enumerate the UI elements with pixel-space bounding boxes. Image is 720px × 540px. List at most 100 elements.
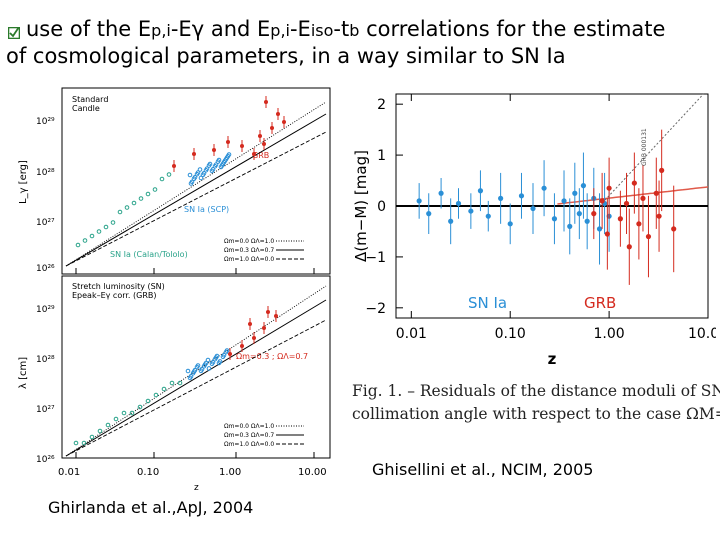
left-sn-calan-point [153,392,159,398]
sn-point [438,190,444,196]
grb-point [659,167,665,173]
left-grb-point [274,314,278,318]
bottom-yticklabel: 10²⁶ [36,455,55,465]
grb-point [653,190,659,196]
left-sn-point [201,363,207,369]
label-sn-calan: SN Ia (Calan/Tololo) [110,250,188,259]
left-sn-point [197,167,203,172]
left-sn-point [189,179,195,185]
bottom-annotation: Ωm=0.3 ; ΩΛ=0.7 [236,352,308,361]
left-sn-calan-point [110,220,116,225]
label-sn-ia: SN Ia [468,294,507,312]
top-legend-line: Ωm=1.0 ΩΛ=0.0 [224,256,274,263]
y-tick-label: 0 [377,199,386,215]
left-sn-calan-point [105,422,111,428]
sn-point [426,211,432,217]
left-sn-point [209,361,215,367]
left-sn-calan-point [82,238,88,243]
left-grb-point [248,322,252,326]
left-grb-point [276,112,280,116]
left-grb-point [226,140,230,144]
bottom-yticklabel: 10²⁹ [36,305,55,315]
left-grb-point [252,336,256,340]
left-sn-calan-point [117,209,123,215]
top-model-lines [65,101,327,267]
bottom-ylabel: λ [cm] [18,357,29,389]
sn-point [498,195,504,201]
left-sn-calan-point [89,434,95,440]
sn-point [448,218,454,224]
left-sn-point [198,368,204,374]
sn-point [576,211,582,217]
left-sn-calan-point [159,176,165,182]
left-sn-calan-point [121,410,127,416]
sn-point [477,188,484,194]
caption-line-1: Fig. 1. – Residuals of the distance modu… [352,382,720,400]
bottom-yticklabel: 10²⁷ [36,405,55,415]
left-sn-point [187,172,193,178]
left-grb-point [192,152,196,156]
top-legend-line: Ωm=0.0 ΩΛ=1.0 [224,238,274,245]
sn-point [530,205,536,212]
x-tick-label: 0.10 [495,326,526,342]
rotated-note: GRB 000131 [641,128,648,166]
left-sn-calan-point [138,196,144,201]
bottom-legend-line: Ωm=0.3 ΩΛ=0.7 [224,432,274,439]
left-grb-point [264,100,268,104]
y-tick-label: −2 [365,301,386,317]
left-sn-calan-point [81,440,87,446]
left-sn-calan-point [166,172,172,177]
x-tick-label: 10.00 [688,326,716,342]
left-sn-point [194,364,200,370]
model-curve-red [557,186,709,205]
left-sn-point [192,174,198,180]
left-sn-calan-point [124,205,130,210]
left-sn-point [201,171,207,176]
grb-point [636,221,642,227]
left-sn-calan-point [75,242,81,248]
left-sn-calan-point [129,410,135,416]
left-sn-point [185,368,191,374]
sn-point [584,218,590,224]
left-sn-calan-point [145,398,151,404]
y-tick-label: 2 [377,97,386,113]
grb-point [640,195,646,201]
grb-point [606,185,612,191]
label-grb: GRB [584,294,616,312]
grb-point [604,231,610,237]
left-sn-point [220,354,226,360]
grb-point [671,226,677,232]
left-sn-calan-point [113,416,119,422]
left-grb-point [252,152,256,156]
bottom-legend-line: Ωm=0.0 ΩΛ=1.0 [224,423,274,430]
left-xticklabel: 10.00 [298,467,327,478]
top-yticklabel: 10²⁹ [36,117,55,127]
left-grb-point [258,134,262,138]
left-sn-calan-point [97,428,103,434]
left-sn-point [226,152,232,157]
top-yticklabel: 10²⁷ [36,218,55,228]
top-panel-frame [61,87,331,275]
x-axis-label: z [548,350,557,368]
y-axis-label: Δ(m−M) [mag] [352,150,370,262]
grb-point [645,233,652,240]
left-grb-point [266,310,270,314]
grb-point [656,213,662,219]
model-curve-dotted [599,93,704,207]
left-sn-point [210,167,216,172]
left-sn-point [190,370,196,376]
grb-point [617,216,623,222]
left-sn-calan-point [137,404,143,410]
left-grb-point [240,144,244,148]
left-sn-point [223,349,229,355]
sn-point [572,190,578,196]
left-grb-point [262,326,266,330]
left-sn-calan-point [145,191,151,197]
left-sn-point [212,356,218,362]
left-sn-point [205,357,211,363]
left-grb-point [172,164,176,168]
label-sn-scp: SN Ia (SCP) [184,205,229,214]
left-figure: 10²⁹ 10²⁸ 10²⁷ 10²⁶ 10²⁹ 10²⁸ 10²⁷ 10²⁶ … [18,87,331,493]
left-sn-point [223,156,229,162]
